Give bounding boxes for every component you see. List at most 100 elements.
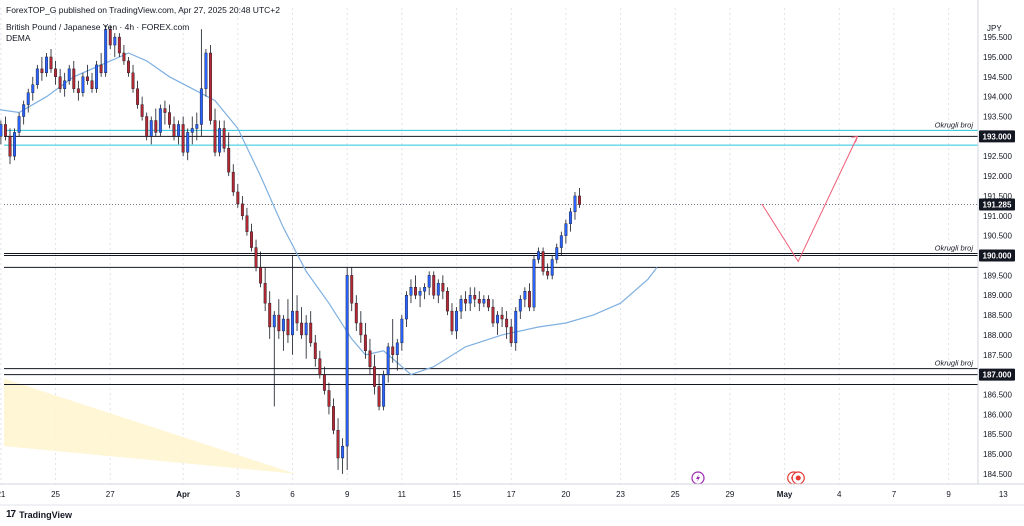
candle-body	[514, 310, 518, 344]
candle-body	[368, 350, 372, 367]
candle-body	[204, 52, 208, 89]
time-tick-label: 25	[671, 490, 680, 499]
candle-body	[350, 275, 354, 304]
candle-body	[54, 68, 58, 78]
candle-body	[527, 291, 531, 308]
price-tick-label: 195.500	[983, 33, 1012, 42]
candle-body	[318, 358, 322, 375]
price-axis-background	[978, 0, 1024, 526]
candle-body	[72, 68, 76, 89]
candle-body	[327, 390, 331, 407]
candle-body	[468, 295, 472, 304]
candle-body	[49, 56, 53, 70]
level-price-tag-text: 187.000	[983, 371, 1012, 380]
level-price-tag	[979, 368, 1015, 381]
candle-body	[99, 64, 103, 74]
candle-body	[559, 235, 563, 248]
candle-body	[35, 68, 39, 85]
candle-body	[345, 275, 349, 447]
candle-body	[441, 283, 445, 292]
candle-body	[291, 310, 294, 336]
candle-body	[404, 295, 408, 320]
candle-body	[382, 374, 386, 407]
candle-body	[414, 287, 417, 296]
candle-body	[22, 104, 26, 117]
time-tick-label: 9	[345, 490, 350, 499]
publish-info: ForexTOP_G published on TradingView.com,…	[6, 5, 280, 15]
candle-body	[117, 36, 121, 54]
level-label: Okrugli broj	[935, 244, 974, 253]
candle-body	[578, 195, 581, 205]
candle-body	[67, 68, 71, 81]
time-tick-label: 4	[837, 490, 842, 499]
candle-body	[172, 124, 176, 137]
candle-body	[227, 148, 231, 173]
price-tick-label: 185.000	[983, 450, 1012, 459]
candle-body	[573, 195, 577, 213]
time-tick-label: 15	[452, 490, 461, 499]
time-tick-label: 3	[236, 490, 241, 499]
candle-body	[44, 56, 48, 74]
candle-body	[163, 108, 167, 113]
candle-body	[26, 92, 30, 105]
price-tick-label: 186.500	[983, 390, 1012, 399]
projection-path	[761, 136, 858, 263]
candle-body	[450, 310, 454, 332]
candle-body	[500, 314, 504, 320]
tradingview-brand[interactable]: 17 TradingView	[6, 509, 72, 520]
level-price-tag-text: 193.000	[983, 132, 1012, 141]
candle-body	[140, 104, 144, 117]
candle-body	[254, 247, 258, 268]
candle-body	[190, 128, 194, 133]
level-price-tag	[979, 130, 1015, 143]
price-tick-label: 190.500	[983, 232, 1012, 241]
candle-body	[122, 52, 126, 62]
candle-body	[231, 171, 235, 193]
candle-body	[491, 306, 495, 324]
candle-body	[181, 124, 185, 153]
indicator-label: DEMA	[6, 33, 31, 43]
last-price-tag	[979, 198, 1015, 211]
candle-body	[199, 88, 203, 125]
candle-body	[149, 120, 153, 137]
candle-body	[377, 386, 381, 407]
candle-body	[423, 287, 427, 292]
candle-body	[386, 346, 390, 375]
candle-body	[177, 124, 181, 137]
candle-body	[436, 283, 440, 296]
time-tick-label: 17	[507, 490, 516, 499]
last-price-tag-text: 191.285	[983, 200, 1012, 209]
time-tick-label: 27	[106, 490, 115, 499]
candle-body	[295, 310, 299, 324]
price-tick-label: 194.000	[983, 93, 1012, 102]
candle-body	[555, 247, 559, 260]
candle-body	[505, 318, 509, 328]
price-tick-label: 189.500	[983, 271, 1012, 280]
candle-body	[550, 259, 554, 276]
candle-body	[464, 298, 468, 304]
candle-body	[509, 326, 513, 344]
candle-body	[432, 275, 436, 296]
candle-body	[108, 28, 112, 46]
candle-body	[154, 120, 158, 133]
price-tick-label: 192.000	[983, 172, 1012, 181]
candle-body	[131, 72, 135, 89]
candle-body	[313, 342, 317, 359]
candle-body	[13, 132, 17, 157]
projection-arrowhead	[851, 135, 859, 143]
brand-name: TradingView	[19, 509, 72, 520]
candle-body	[477, 298, 481, 304]
time-tick-label: 23	[616, 490, 625, 499]
candle-body	[158, 108, 162, 133]
time-tick-label: Apr	[176, 490, 190, 499]
candle-body	[395, 342, 399, 355]
candle-body	[373, 366, 376, 387]
candle-body	[309, 322, 313, 344]
candle-body	[568, 211, 572, 224]
time-tick-label: 29	[725, 490, 734, 499]
candle-body	[277, 314, 281, 332]
candle-body	[304, 322, 308, 336]
candle-body	[0, 124, 3, 137]
candle-body	[496, 314, 499, 324]
